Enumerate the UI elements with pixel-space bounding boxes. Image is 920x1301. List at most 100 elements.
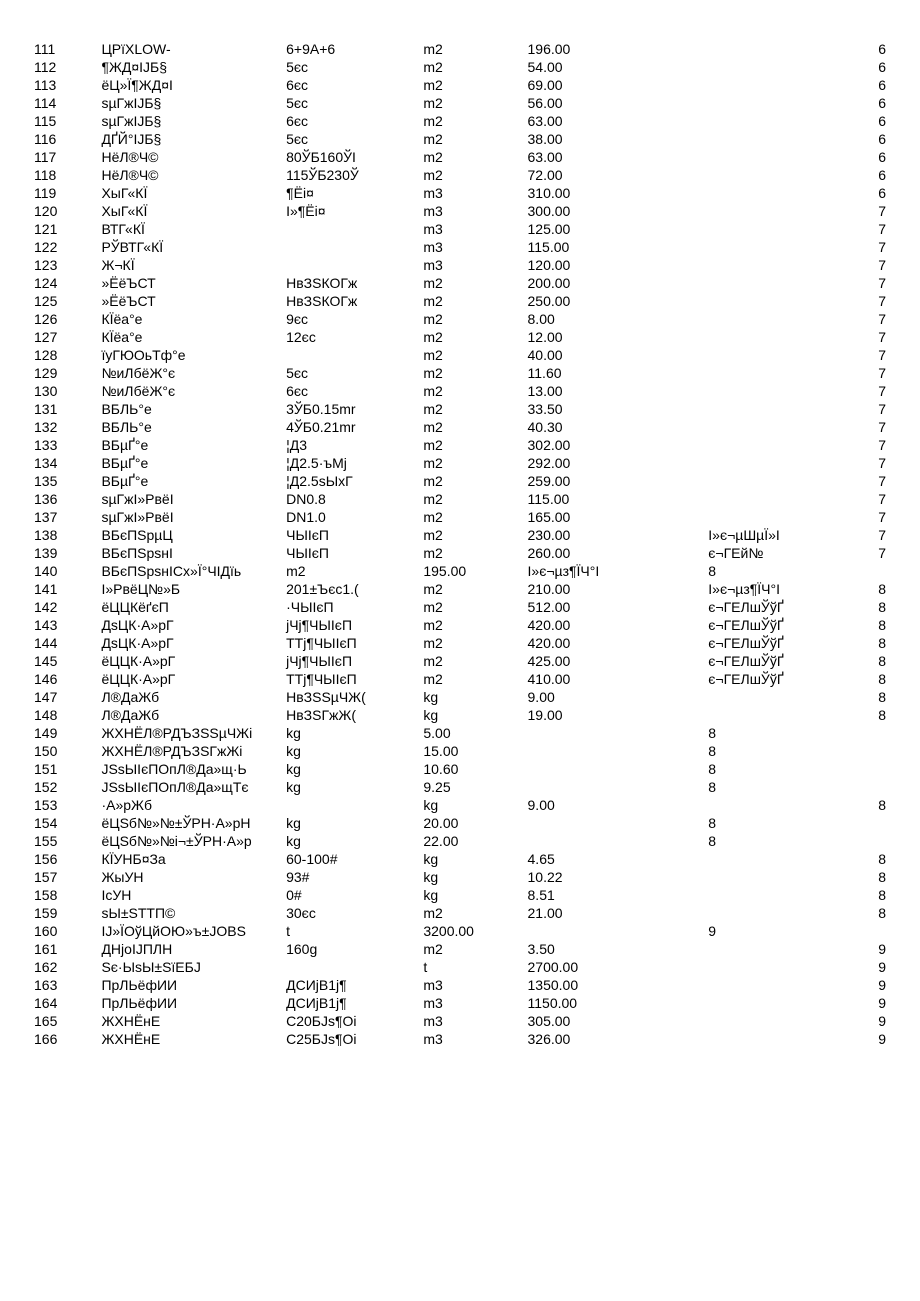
table-cell: t bbox=[282, 922, 419, 940]
table-cell: 135 bbox=[30, 472, 97, 490]
table-cell: 6єс bbox=[282, 112, 419, 130]
table-cell: ВБєПЅрsнІ bbox=[97, 544, 282, 562]
table-cell: 300.00 bbox=[488, 202, 679, 220]
table-cell: є¬ГЕЛшЎўҐ bbox=[678, 634, 845, 652]
table-cell: 111 bbox=[30, 40, 97, 58]
table-row: 123Ж¬КЇm3120.007 bbox=[30, 256, 890, 274]
table-cell: КЇёа°е bbox=[97, 328, 282, 346]
table-cell: m3 bbox=[419, 256, 487, 274]
table-cell: 8 bbox=[846, 850, 890, 868]
table-cell: m2 bbox=[419, 544, 487, 562]
table-cell: m2 bbox=[419, 310, 487, 328]
table-cell: 6 bbox=[846, 94, 890, 112]
table-cell: ВБµҐ°е bbox=[97, 436, 282, 454]
table-cell: 6 bbox=[846, 40, 890, 58]
table-cell: 195.00 bbox=[419, 562, 487, 580]
table-cell: 0# bbox=[282, 886, 419, 904]
table-row: 133ВБµҐ°е¦Д3m2302.007 bbox=[30, 436, 890, 454]
table-cell: m2 bbox=[419, 94, 487, 112]
table-row: 146ёЦЦК·А»рГТТј¶ЧЫІєПm2410.00є¬ГЕЛшЎўҐ8 bbox=[30, 670, 890, 688]
table-cell bbox=[678, 328, 845, 346]
table-row: 136sµГжІ»РвёІDN0.8m2115.007 bbox=[30, 490, 890, 508]
table-cell: 149 bbox=[30, 724, 97, 742]
table-cell: 7 bbox=[846, 508, 890, 526]
table-cell: ВБµҐ°е bbox=[97, 454, 282, 472]
table-cell bbox=[678, 238, 845, 256]
table-cell: 115 bbox=[30, 112, 97, 130]
table-cell: m2 bbox=[419, 580, 487, 598]
table-row: 125»ЁёЪСТНвЗЅКОГжm2250.007 bbox=[30, 292, 890, 310]
table-row: 144ДsЦК·А»рГТТј¶ЧЫІєПm2420.00є¬ГЕЛшЎўҐ8 bbox=[30, 634, 890, 652]
table-cell: m2 bbox=[419, 112, 487, 130]
table-cell: І»є¬µШµЇ»І bbox=[678, 526, 845, 544]
table-cell bbox=[678, 292, 845, 310]
table-cell: 163 bbox=[30, 976, 97, 994]
table-cell: 200.00 bbox=[488, 274, 679, 292]
table-cell: ВТГ«КЇ bbox=[97, 220, 282, 238]
table-row: 147Л®ДаЖбНвЗЅЅµЧЖ(kg9.008 bbox=[30, 688, 890, 706]
table-cell: 9 bbox=[846, 994, 890, 1012]
table-cell: 210.00 bbox=[488, 580, 679, 598]
table-cell: ТТј¶ЧЫІєП bbox=[282, 670, 419, 688]
table-cell: m2 bbox=[419, 292, 487, 310]
table-cell: 158 bbox=[30, 886, 97, 904]
table-row: 131ВБЛЬ°е3ЎБ0.15mrm233.507 bbox=[30, 400, 890, 418]
table-cell bbox=[282, 256, 419, 274]
table-cell: ¦Д2.5sЫхГ bbox=[282, 472, 419, 490]
table-cell bbox=[678, 364, 845, 382]
table-cell: 9.00 bbox=[488, 688, 679, 706]
table-cell: 30єс bbox=[282, 904, 419, 922]
table-cell: 12.00 bbox=[488, 328, 679, 346]
table-cell: 6 bbox=[846, 130, 890, 148]
table-cell: m2 bbox=[419, 328, 487, 346]
table-row: 138ВБєПЅрµЦЧЫІєПm2230.00І»є¬µШµЇ»І7 bbox=[30, 526, 890, 544]
table-cell: 7 bbox=[846, 328, 890, 346]
table-cell: 63.00 bbox=[488, 148, 679, 166]
table-cell: kg bbox=[419, 886, 487, 904]
table-cell bbox=[282, 958, 419, 976]
table-cell: 147 bbox=[30, 688, 97, 706]
table-cell: 129 bbox=[30, 364, 97, 382]
table-row: 121ВТГ«КЇm3125.007 bbox=[30, 220, 890, 238]
table-row: 139ВБєПЅрsнІЧЫІєПm2260.00є¬ГЕй№7 bbox=[30, 544, 890, 562]
table-row: 127КЇёа°е12єсm212.007 bbox=[30, 328, 890, 346]
table-cell: 115ЎБ230Ў bbox=[282, 166, 419, 184]
table-cell: КЇёа°е bbox=[97, 310, 282, 328]
table-cell: 420.00 bbox=[488, 616, 679, 634]
table-cell: 138 bbox=[30, 526, 97, 544]
table-cell: kg bbox=[419, 868, 487, 886]
table-cell bbox=[282, 220, 419, 238]
table-cell: 1150.00 bbox=[488, 994, 679, 1012]
table-cell: 3200.00 bbox=[419, 922, 487, 940]
table-row: 162Sє·ЫsЫ±SїЕБJt2700.009 bbox=[30, 958, 890, 976]
table-cell: 4.65 bbox=[488, 850, 679, 868]
table-cell: ВБµҐ°е bbox=[97, 472, 282, 490]
table-cell: 6+9A+6 bbox=[282, 40, 419, 58]
table-cell: 5єс bbox=[282, 364, 419, 382]
table-cell bbox=[678, 184, 845, 202]
table-cell: 201±Ъєс1.( bbox=[282, 580, 419, 598]
table-cell: ВБЛЬ°е bbox=[97, 400, 282, 418]
table-cell: m2 bbox=[419, 400, 487, 418]
table-cell: kg bbox=[419, 796, 487, 814]
table-cell: 40.00 bbox=[488, 346, 679, 364]
table-cell: 160 bbox=[30, 922, 97, 940]
table-cell: 115.00 bbox=[488, 490, 679, 508]
table-cell: 230.00 bbox=[488, 526, 679, 544]
table-cell bbox=[678, 58, 845, 76]
table-row: 126КЇёа°е9єсm28.007 bbox=[30, 310, 890, 328]
table-cell: m2 bbox=[419, 364, 487, 382]
table-cell: 160g bbox=[282, 940, 419, 958]
table-cell: 4ЎБ0.21mr bbox=[282, 418, 419, 436]
table-cell: ТТј¶ЧЫІєП bbox=[282, 634, 419, 652]
table-cell bbox=[678, 490, 845, 508]
table-cell: 326.00 bbox=[488, 1030, 679, 1048]
table-cell bbox=[678, 976, 845, 994]
table-cell: JSsЫІєПОпЛ®Да»щ·Ь bbox=[97, 760, 282, 778]
table-cell bbox=[678, 886, 845, 904]
table-cell bbox=[488, 922, 679, 940]
table-cell: 161 bbox=[30, 940, 97, 958]
table-row: 116ДҐЙ°IJБ§5єсm238.006 bbox=[30, 130, 890, 148]
table-cell: 8 bbox=[678, 562, 845, 580]
table-cell: 7 bbox=[846, 346, 890, 364]
